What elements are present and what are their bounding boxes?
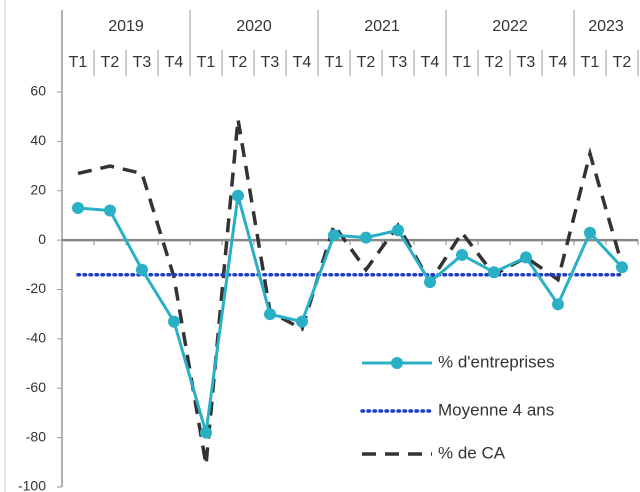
point (136, 263, 148, 276)
point (616, 261, 628, 274)
point (456, 248, 468, 261)
point (360, 231, 372, 244)
quarter-label: T1 (581, 54, 600, 71)
y-tick-label: -60 (26, 379, 46, 395)
point (488, 266, 500, 279)
y-tick-label: -20 (26, 280, 46, 296)
quarter-label: T2 (357, 54, 376, 71)
quarter-label: T2 (485, 54, 504, 71)
quarter-label: T4 (165, 54, 184, 71)
quarter-label: T3 (133, 54, 152, 71)
y-tick-label: 20 (30, 181, 46, 197)
quarter-label: T3 (389, 54, 408, 71)
y-tick-label: -100 (18, 478, 46, 492)
legend-label: % d'entreprises (438, 352, 555, 371)
point (328, 229, 340, 242)
point (104, 204, 116, 217)
point (72, 202, 84, 215)
quarter-label: T2 (229, 54, 248, 71)
legend-label: Moyenne 4 ans (438, 400, 554, 419)
series-line (77, 195, 624, 434)
legend-label: % de CA (438, 443, 506, 462)
quarter-label: T1 (69, 54, 88, 71)
point (552, 298, 564, 311)
quarter-label: T1 (453, 54, 472, 71)
y-tick-label: 60 (30, 83, 46, 99)
year-label: 2023 (588, 18, 624, 35)
quarter-label: T2 (101, 54, 120, 71)
legend-marker (391, 357, 403, 369)
quarter-label: T3 (517, 54, 536, 71)
quarter-label: T1 (325, 54, 344, 71)
series-line (77, 118, 624, 466)
point (584, 226, 596, 239)
y-tick-label: -40 (26, 330, 46, 346)
point (200, 426, 212, 439)
point (296, 315, 308, 328)
quarter-label: T4 (549, 54, 568, 71)
quarter-label: T4 (421, 54, 440, 71)
point (168, 315, 180, 328)
point (232, 189, 244, 202)
y-tick-label: 40 (30, 132, 46, 148)
y-tick-label: 0 (38, 231, 46, 247)
quarter-label: T3 (261, 54, 280, 71)
year-label: 2020 (236, 18, 272, 35)
point (520, 251, 532, 264)
year-label: 2022 (492, 18, 528, 35)
year-label: 2021 (364, 18, 400, 35)
quarter-label: T1 (197, 54, 216, 71)
quarter-label: T4 (293, 54, 312, 71)
point (392, 224, 404, 237)
quarter-label: T2 (613, 54, 632, 71)
point (264, 308, 276, 321)
point (424, 276, 436, 289)
y-tick-label: -80 (26, 428, 46, 444)
year-label: 2019 (108, 18, 144, 35)
